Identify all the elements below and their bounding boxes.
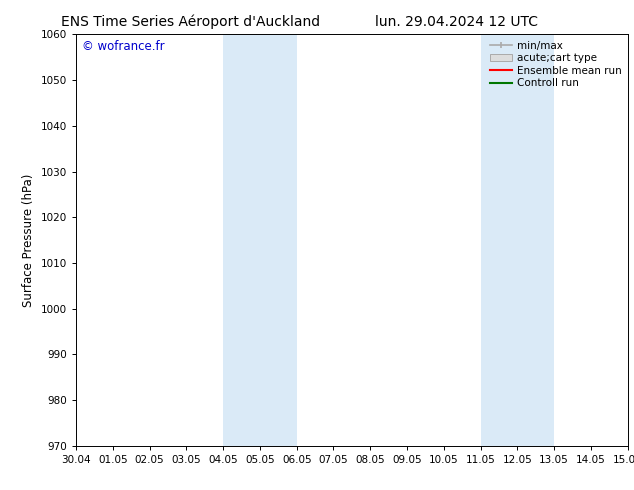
Text: lun. 29.04.2024 12 UTC: lun. 29.04.2024 12 UTC <box>375 15 538 29</box>
Bar <box>223 34 297 446</box>
Legend: min/max, acute;cart type, Ensemble mean run, Controll run: min/max, acute;cart type, Ensemble mean … <box>486 37 624 92</box>
Text: © wofrance.fr: © wofrance.fr <box>82 41 164 53</box>
Bar <box>481 34 554 446</box>
Y-axis label: Surface Pressure (hPa): Surface Pressure (hPa) <box>22 173 36 307</box>
Text: ENS Time Series Aéroport d'Auckland: ENS Time Series Aéroport d'Auckland <box>61 15 320 29</box>
